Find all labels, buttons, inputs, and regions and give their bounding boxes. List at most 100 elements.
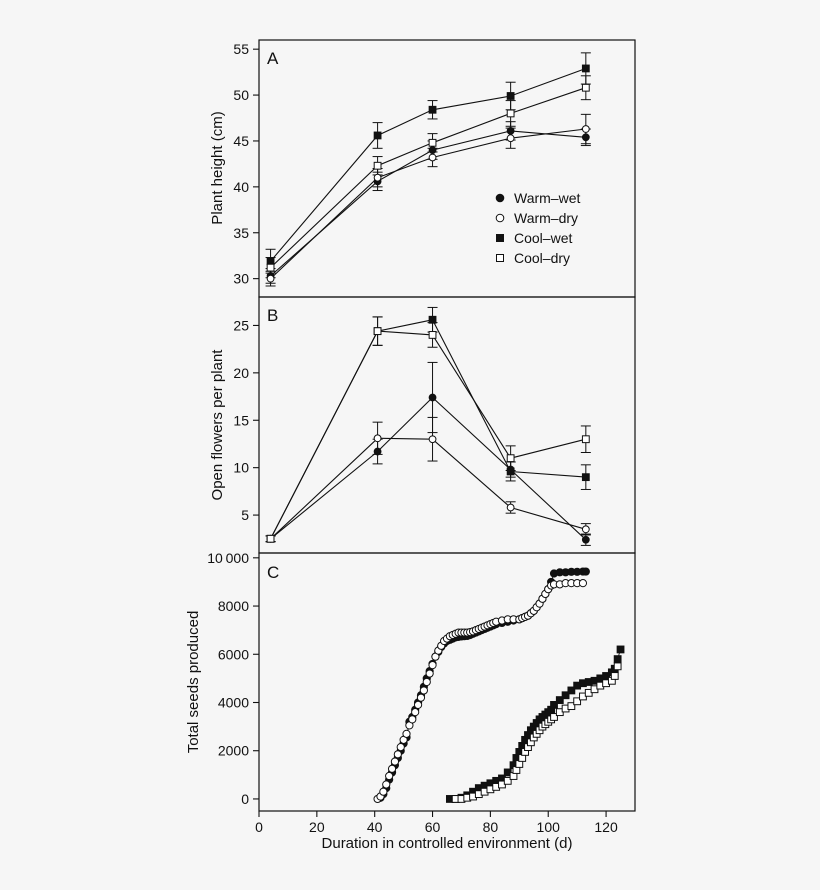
panel-b-ytick-label: 25 [233, 317, 249, 333]
panel-b-warm-wet-point [581, 535, 590, 544]
panel-a-warm-dry-point [428, 153, 437, 162]
panel-c-cool-wet-point [555, 696, 564, 704]
panel-c-cool-dry-point [573, 697, 582, 706]
panel-c-ytick-label: 0 [241, 791, 249, 807]
panel-c-ylabel: Total seeds produced [185, 611, 202, 754]
panel-a-cool-wet-point [266, 257, 275, 266]
panel-a-warm-dry-point [373, 173, 382, 182]
panel-b-cool-wet-point [581, 473, 590, 482]
panel-a-ytick-label: 30 [233, 271, 249, 287]
panel-c-warm-dry-point [408, 715, 417, 724]
panel-b-cool-dry-point [428, 331, 437, 339]
panel-b-ytick-label: 20 [233, 365, 249, 381]
panel-b-warm-wet-point [373, 447, 382, 456]
panel-c-cool-wet-point [561, 691, 570, 700]
panel-a-letter: A [267, 49, 279, 68]
panel-b-warm-dry-point [428, 435, 437, 444]
panel-b-warm-dry-point [373, 434, 382, 443]
legend-cool-dry-label: Cool–dry [514, 250, 570, 266]
panel-c-ytick-label: 2000 [218, 743, 249, 759]
panel-b-cool-wet-point [506, 467, 515, 476]
panel-b-ytick-label: 15 [233, 412, 249, 428]
panel-c-cool-wet-point [616, 645, 625, 654]
panel-c-warm-dry-point [382, 780, 391, 789]
panel-a-warm-dry-point [506, 134, 515, 143]
panel-a-warm-dry-point [581, 125, 590, 133]
panel-a-warm-wet-point [581, 133, 590, 142]
panel-c-warm-dry-point [390, 757, 400, 766]
panel-c-warm-dry-point [425, 669, 434, 678]
panel-c-ytick-label: 8000 [218, 598, 249, 614]
legend-cool-dry-marker [496, 254, 504, 262]
legend-warm-wet-label: Warm–wet [514, 190, 580, 206]
panel-c-warm-dry-point [387, 764, 397, 773]
panel-a-ytick-label: 40 [233, 179, 249, 195]
panel-c-cool-wet-point [550, 701, 558, 709]
panel-c-cool-wet-point [613, 655, 622, 663]
panel-a-ytick-label: 35 [233, 225, 249, 241]
x-tick-label: 20 [309, 819, 325, 835]
panel-a-cool-dry-point [266, 263, 275, 272]
panel-c-ytick-label: 6000 [218, 646, 249, 662]
x-tick-label: 120 [594, 819, 618, 835]
panel-a-ytick-label: 55 [233, 41, 249, 57]
panel-c-warm-dry-point [396, 743, 405, 752]
panel-b-letter: B [267, 306, 278, 325]
panel-c-warm-dry-point [419, 686, 428, 695]
panel-c-cool-dry-point [613, 662, 622, 671]
panel-a-ytick-label: 45 [233, 133, 249, 149]
panel-b-warm-dry-point [581, 525, 590, 534]
panel-c-warm-dry-point [416, 693, 426, 702]
legend-cool-wet-label: Cool–wet [514, 230, 572, 246]
legend: Warm–wet Warm–dry Cool–wet Cool–dry [495, 190, 580, 266]
panel-c-ytick-label: 4000 [218, 694, 249, 710]
legend-cool-wet-marker [496, 234, 504, 242]
panel-b-ytick-label: 10 [233, 460, 249, 476]
panel-a-cool-wet-point [506, 92, 515, 100]
legend-warm-dry-marker [495, 213, 505, 223]
panel-c-warm-dry-point [422, 677, 431, 687]
panel-a-ylabel: Plant height (cm) [209, 111, 226, 224]
panel-b-ylabel: Open flowers per plant [209, 349, 226, 501]
panel-a-warm-wet-point [506, 126, 515, 135]
panel-c-cool-wet-point [567, 686, 576, 695]
panel-c-cool-dry-point [503, 776, 512, 785]
panel-b-ytick-label: 5 [241, 507, 249, 523]
x-tick-label: 100 [537, 819, 561, 835]
legend-warm-dry-label: Warm–dry [514, 210, 578, 226]
panel-b-warm-dry-point [506, 503, 515, 512]
ticks-layer: 3035404550555101520250200040006000800010… [207, 41, 618, 835]
x-tick-label: 40 [367, 819, 383, 835]
panel-c-warm-dry-point [413, 700, 423, 710]
panel-a-ytick-label: 50 [233, 87, 249, 103]
panel-c-letter: C [267, 563, 279, 582]
x-tick-label: 60 [425, 819, 441, 835]
panel-c-frame [258, 552, 636, 812]
panel-c-warm-dry-point [385, 771, 394, 781]
panel-c-warm-dry-point [578, 579, 588, 588]
panel-a-cool-wet-point [373, 131, 382, 140]
x-tick-label: 0 [255, 819, 263, 835]
panel-a-cool-wet-point [581, 64, 590, 73]
panel-a-cool-dry-point [581, 83, 590, 92]
panel-b-cool-dry-point [373, 327, 382, 336]
panel-a-cool-dry-point [506, 109, 515, 118]
panel-a-cool-dry-point [373, 161, 382, 170]
panel-a-warm-wet-point [428, 146, 437, 155]
panel-a-cool-wet-point [428, 105, 437, 114]
panel-b-cool-dry-point [506, 454, 515, 463]
panel-c-warm-dry-point [379, 787, 388, 796]
panel-b-cool-wet-point [428, 315, 437, 324]
panel-c-warm-dry-point [428, 661, 437, 670]
panel-a-cool-dry-point [428, 138, 437, 147]
panel-b-cool-dry-point [266, 534, 275, 543]
markers-layer [266, 64, 625, 804]
panel-c-cool-dry-point [610, 672, 619, 680]
panel-c-warm-dry-point [411, 708, 420, 717]
legend-warm-wet-marker [495, 193, 505, 203]
panel-a-warm-dry-point [266, 274, 275, 283]
panel-c-cool-dry-point [567, 702, 576, 711]
panel-c-cool-dry-point [550, 713, 558, 721]
